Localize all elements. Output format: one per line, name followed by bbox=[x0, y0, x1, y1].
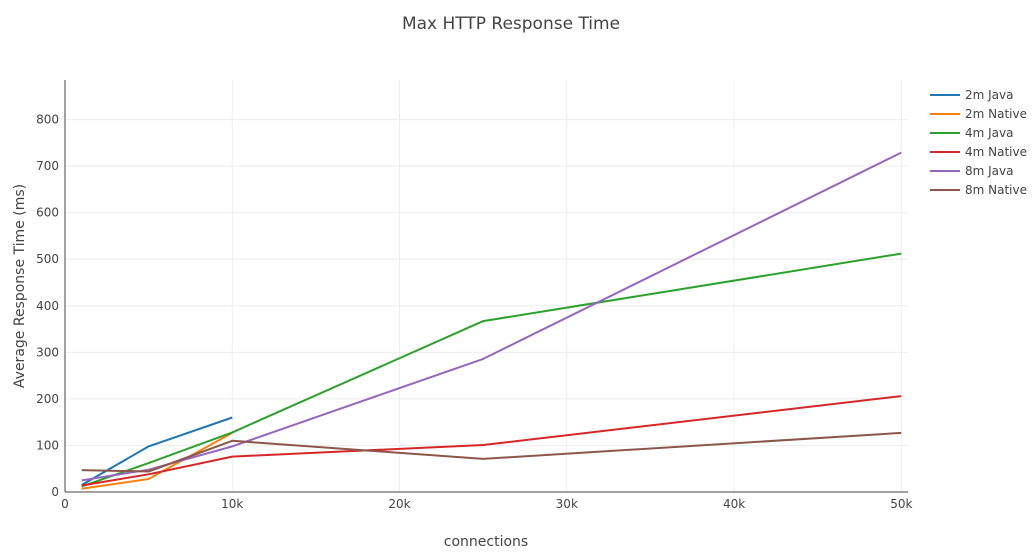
y-tick-label: 400 bbox=[36, 299, 59, 313]
y-tick-labels: 0 100 200 300 400 500 600 700 800 bbox=[36, 113, 59, 499]
series-line-4m-native bbox=[81, 395, 902, 487]
y-tick-label: 700 bbox=[36, 159, 59, 173]
legend-label: 2m Java bbox=[965, 88, 1014, 102]
series-line-2m-native bbox=[81, 432, 233, 490]
series-lines bbox=[81, 151, 902, 490]
legend-label: 8m Java bbox=[965, 164, 1014, 178]
legend-item[interactable]: 8m Native bbox=[930, 183, 1027, 197]
legend-label: 8m Native bbox=[965, 183, 1027, 197]
y-axis-title: Average Response Time (ms) bbox=[12, 184, 28, 388]
legend-item[interactable]: 2m Native bbox=[930, 107, 1027, 121]
series-line-8m-java bbox=[81, 151, 902, 482]
legend-item[interactable]: 2m Java bbox=[930, 88, 1014, 102]
x-tick-label: 0 bbox=[61, 497, 69, 511]
x-tick-label: 10k bbox=[221, 497, 243, 511]
legend-label: 2m Native bbox=[965, 107, 1027, 121]
x-tick-label: 40k bbox=[723, 497, 745, 511]
legend-label: 4m Java bbox=[965, 126, 1014, 140]
y-tick-label: 800 bbox=[36, 113, 59, 127]
chart-title: Max HTTP Response Time bbox=[402, 14, 620, 34]
legend-item[interactable]: 4m Native bbox=[930, 145, 1027, 159]
x-tick-label: 30k bbox=[556, 497, 578, 511]
x-axis-title: connections bbox=[444, 534, 528, 550]
x-tick-labels: 0 10k 20k 30k 40k 50k bbox=[61, 497, 912, 511]
y-tick-label: 500 bbox=[36, 252, 59, 266]
legend[interactable]: 2m Java 2m Native 4m Java 4m Native 8m Java 8… bbox=[930, 88, 1027, 197]
axes bbox=[64, 80, 908, 493]
legend-item[interactable]: 8m Java bbox=[930, 164, 1014, 178]
legend-item[interactable]: 4m Java bbox=[930, 126, 1014, 140]
y-tick-label: 100 bbox=[36, 438, 59, 452]
series-line-8m-native bbox=[81, 431, 902, 473]
y-tick-label: 200 bbox=[36, 392, 59, 406]
x-tick-label: 20k bbox=[388, 497, 410, 511]
y-tick-label: 0 bbox=[51, 485, 59, 499]
series-line-2m-java bbox=[81, 416, 233, 486]
y-tick-label: 300 bbox=[36, 345, 59, 359]
x-tick-label: 50k bbox=[890, 497, 912, 511]
legend-label: 4m Native bbox=[965, 145, 1027, 159]
grid bbox=[65, 80, 908, 492]
y-tick-label: 600 bbox=[36, 206, 59, 220]
